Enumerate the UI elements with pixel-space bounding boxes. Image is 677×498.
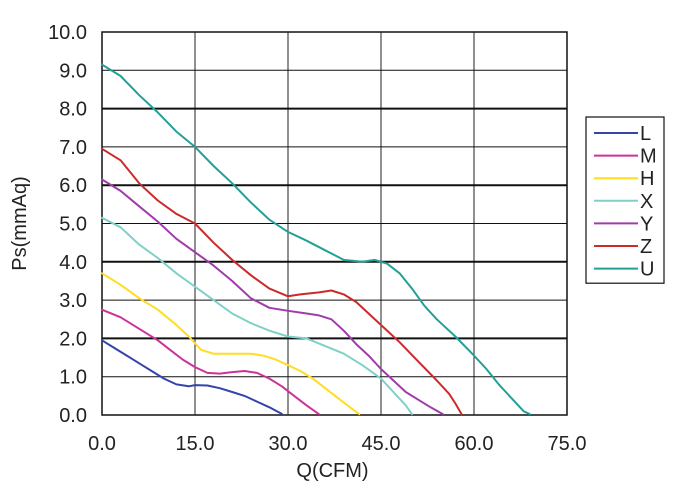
x-axis-tick-labels: 0.0 15.0 30.0 45.0 60.0 75.0 [88, 433, 586, 455]
series-line-L [101, 339, 283, 415]
y-axis-tick-labels: 0.0 1.0 2.0 3.0 4.0 5.0 6.0 7.0 8.0 9.0 10.0 [48, 22, 87, 427]
plot-area [101, 31, 568, 416]
x-tick-label: 15.0 [176, 433, 215, 455]
series-line-Z [101, 147, 463, 416]
legend-label-Z: Z [640, 236, 652, 258]
x-tick-label: 60.0 [455, 433, 494, 455]
y-tick-label: 0.0 [59, 405, 87, 427]
y-tick-label: 7.0 [59, 137, 87, 159]
x-tick-label: 45.0 [362, 433, 401, 455]
series-line-H [101, 272, 361, 416]
series-line-Y [101, 178, 444, 416]
x-tick-label: 30.0 [269, 433, 308, 455]
y-tick-label: 2.0 [59, 328, 87, 350]
y-tick-label: 3.0 [59, 290, 87, 312]
legend-label-H: H [640, 168, 654, 190]
series-line-M [101, 308, 320, 416]
y-tick-label: 6.0 [59, 175, 87, 197]
x-tick-label: 75.0 [548, 433, 587, 455]
legend-label-M: M [640, 146, 657, 168]
y-tick-label: 1.0 [59, 367, 87, 389]
series-lines [101, 63, 531, 416]
legend-label-X: X [640, 191, 653, 213]
y-tick-label: 4.0 [59, 252, 87, 274]
legend-label-Y: Y [640, 213, 653, 235]
legend-label-U: U [640, 259, 654, 281]
series-line-U [101, 63, 531, 416]
x-axis-title: Q(CFM) [296, 460, 368, 482]
series-line-X [101, 216, 413, 416]
x-tick-label: 0.0 [88, 433, 116, 455]
y-tick-label: 8.0 [59, 99, 87, 121]
y-tick-label: 5.0 [59, 214, 87, 236]
y-axis-title: Ps(mmAq) [9, 176, 31, 270]
legend-label-L: L [640, 123, 651, 145]
y-tick-label: 9.0 [59, 60, 87, 82]
y-tick-label: 10.0 [48, 22, 87, 44]
grid-lines [102, 32, 567, 415]
